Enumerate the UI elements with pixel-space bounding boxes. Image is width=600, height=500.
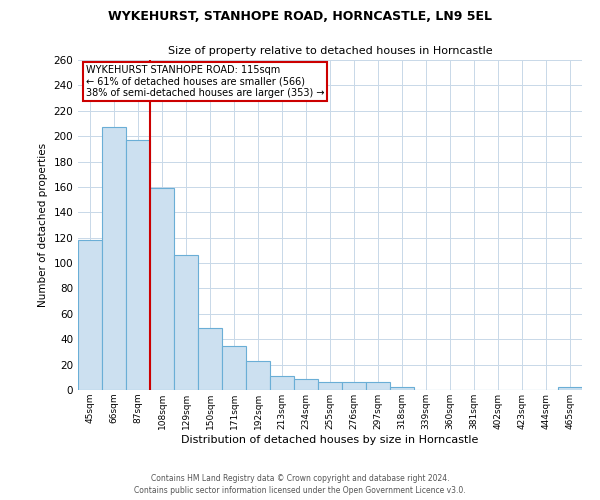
Bar <box>294 378 318 390</box>
Text: WYKEHURST, STANHOPE ROAD, HORNCASTLE, LN9 5EL: WYKEHURST, STANHOPE ROAD, HORNCASTLE, LN… <box>108 10 492 23</box>
X-axis label: Distribution of detached houses by size in Horncastle: Distribution of detached houses by size … <box>181 434 479 444</box>
Bar <box>342 382 366 390</box>
Bar <box>174 256 198 390</box>
Bar <box>318 382 342 390</box>
Bar <box>222 346 246 390</box>
Title: Size of property relative to detached houses in Horncastle: Size of property relative to detached ho… <box>167 46 493 56</box>
Bar <box>126 140 150 390</box>
Text: Contains HM Land Registry data © Crown copyright and database right 2024.
Contai: Contains HM Land Registry data © Crown c… <box>134 474 466 495</box>
Bar <box>270 376 294 390</box>
Bar <box>102 128 126 390</box>
Y-axis label: Number of detached properties: Number of detached properties <box>38 143 48 307</box>
Text: WYKEHURST STANHOPE ROAD: 115sqm
← 61% of detached houses are smaller (566)
38% o: WYKEHURST STANHOPE ROAD: 115sqm ← 61% of… <box>86 65 324 98</box>
Bar <box>366 382 390 390</box>
Bar <box>390 388 414 390</box>
Bar <box>558 388 582 390</box>
Bar <box>78 240 102 390</box>
Bar <box>150 188 174 390</box>
Bar <box>246 361 270 390</box>
Bar <box>198 328 222 390</box>
